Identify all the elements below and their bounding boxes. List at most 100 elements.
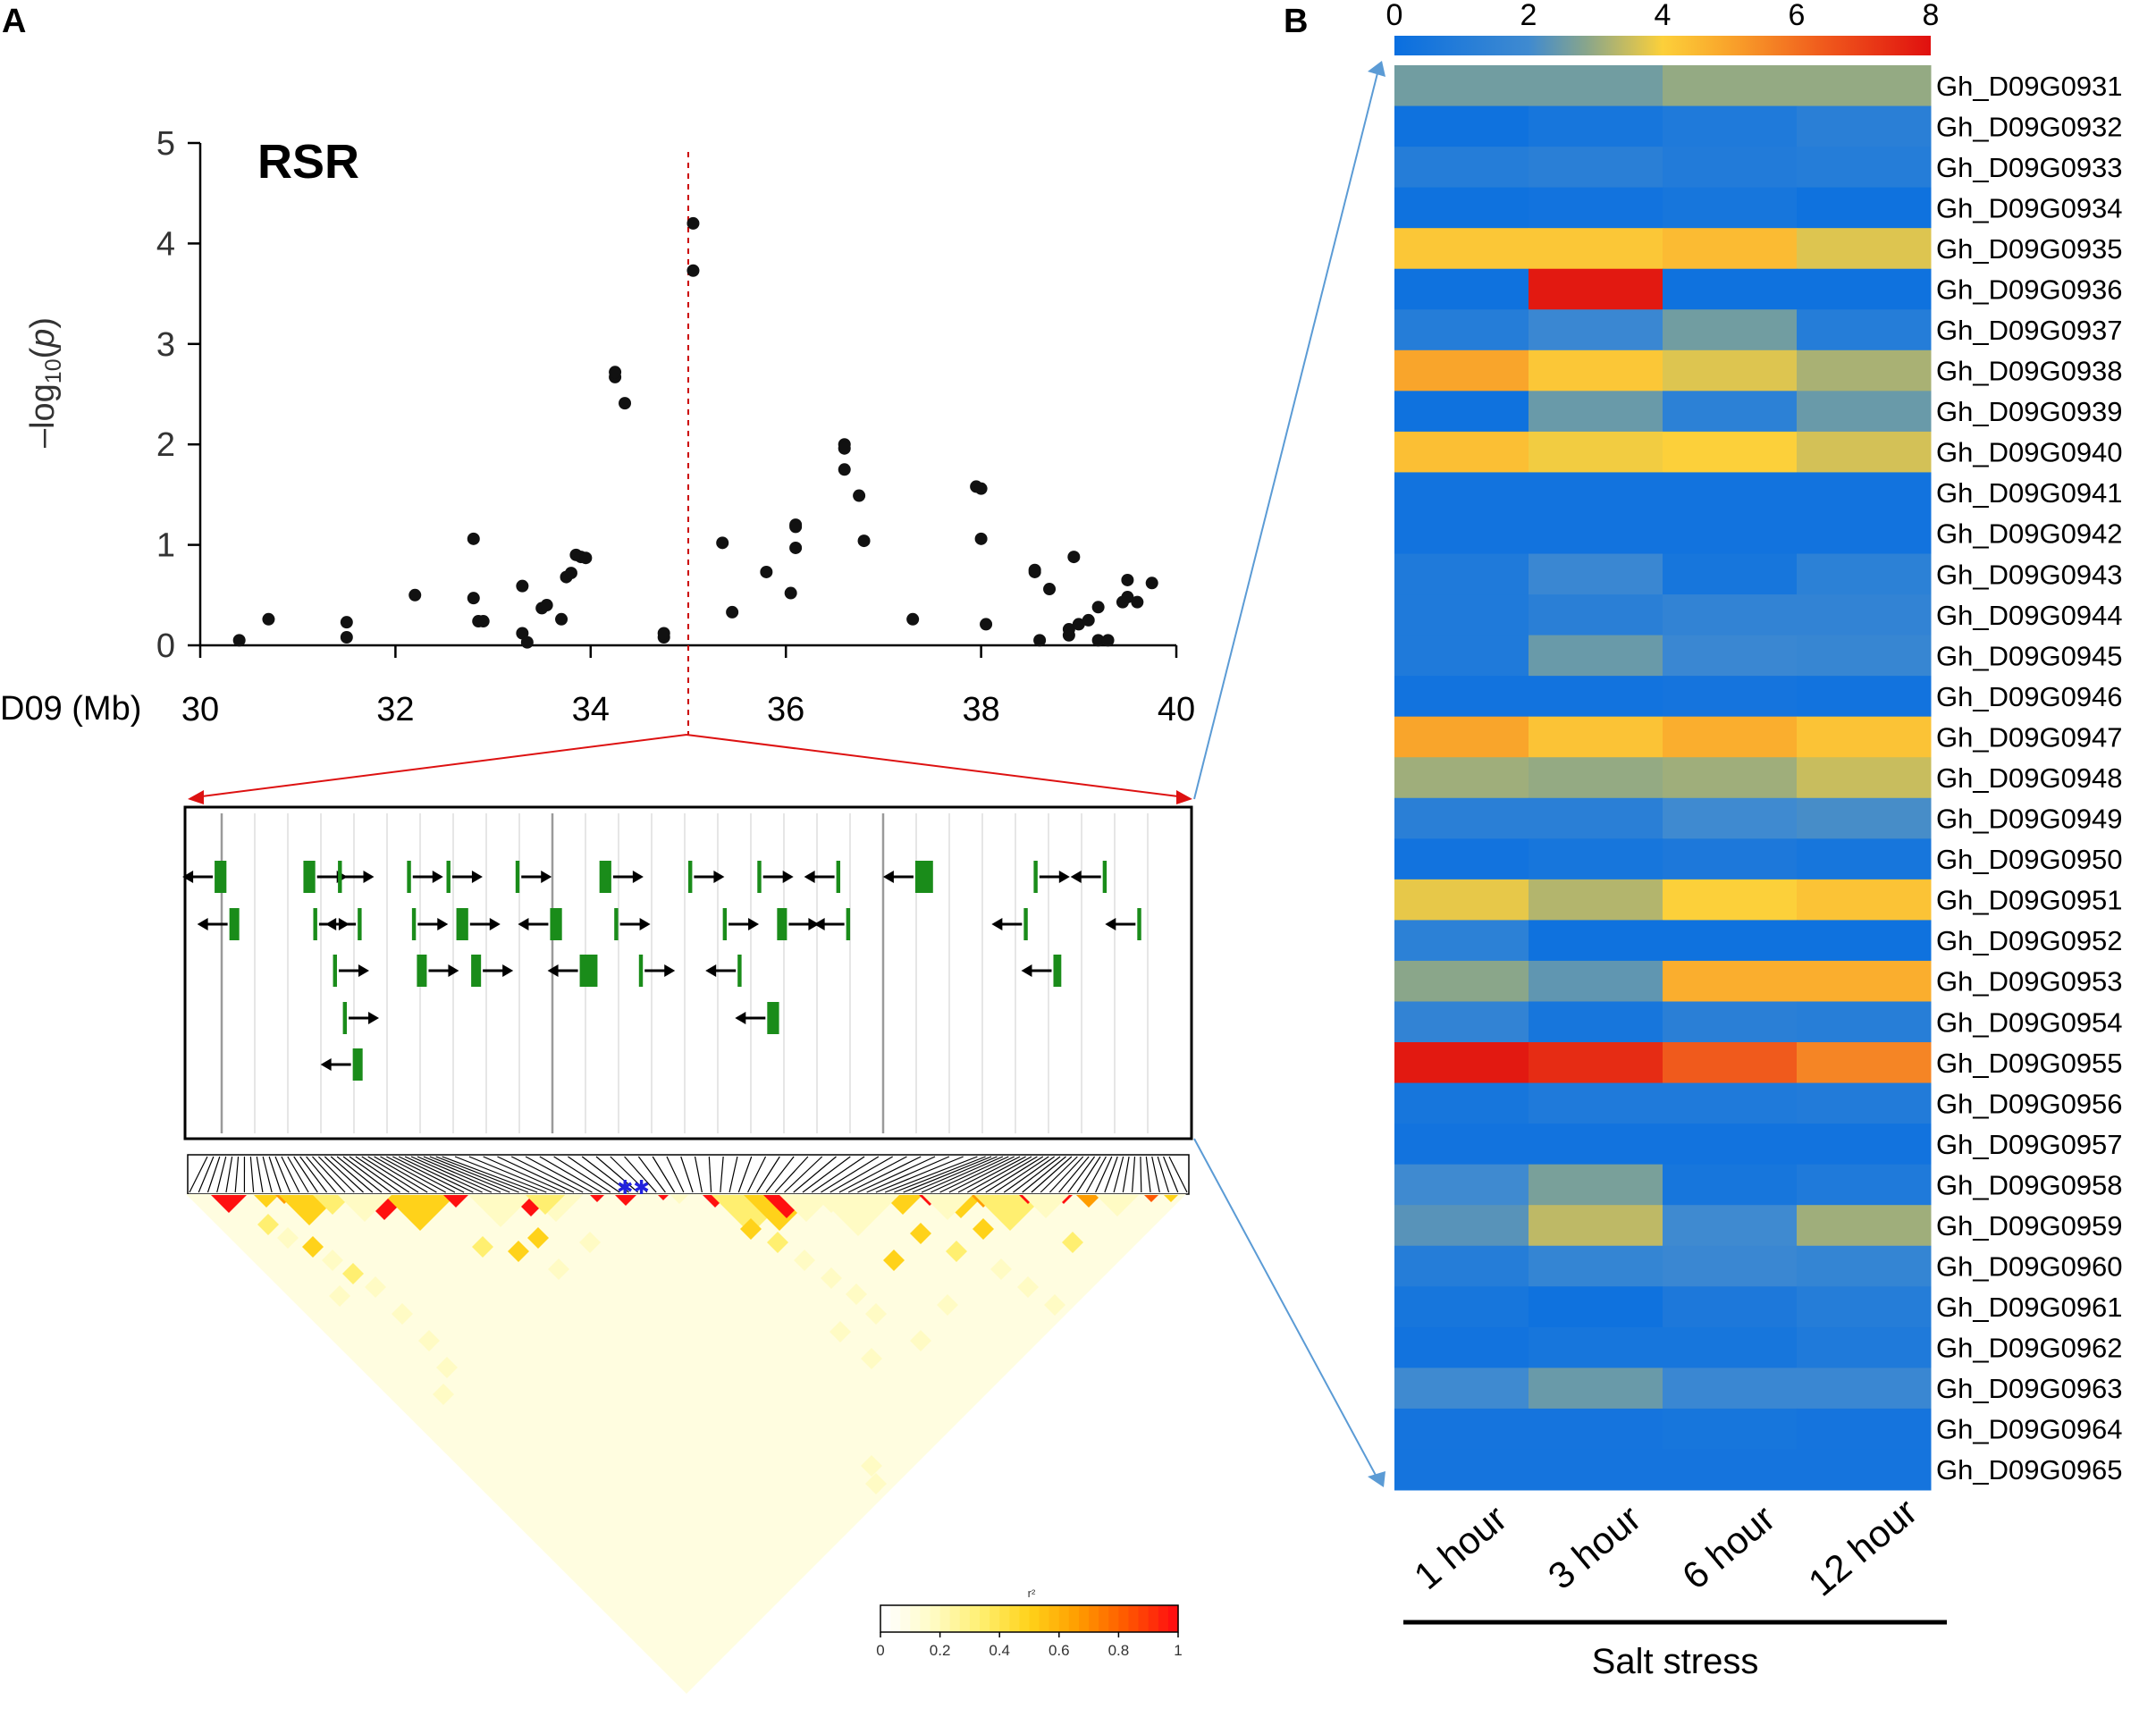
snp-connector bbox=[268, 1156, 282, 1193]
strand-arrowhead bbox=[782, 871, 794, 883]
heatmap-cell bbox=[1394, 1368, 1529, 1410]
ld-cell bbox=[865, 1303, 887, 1325]
snp-connector bbox=[708, 1156, 712, 1193]
ld-block bbox=[1096, 1195, 1139, 1216]
ld-block bbox=[443, 1195, 468, 1208]
snp-connector bbox=[417, 1156, 501, 1193]
ld-block bbox=[211, 1195, 247, 1213]
ld-legend-tick-label: 0.2 bbox=[930, 1642, 951, 1659]
x-tick-label: 34 bbox=[572, 691, 610, 728]
data-point bbox=[1091, 601, 1105, 614]
gene-row-label: Gh_D09G0963 bbox=[1936, 1373, 2123, 1404]
ld-cell bbox=[365, 1276, 386, 1298]
gene-model bbox=[411, 908, 449, 940]
ld-legend-tick-label: 1 bbox=[1174, 1642, 1182, 1659]
condition-label: 6 hour bbox=[1674, 1497, 1782, 1598]
heatmap-cell bbox=[1797, 1205, 1932, 1247]
gene-exon bbox=[777, 908, 787, 940]
gene-model bbox=[1021, 955, 1062, 987]
gene-row-label: Gh_D09G0950 bbox=[1936, 844, 2123, 875]
data-point bbox=[476, 615, 490, 628]
ld-legend-segment bbox=[1068, 1605, 1080, 1632]
gene-exon bbox=[1023, 908, 1028, 940]
heatmap-cell bbox=[1663, 147, 1798, 189]
colorbar-tick-label: 4 bbox=[1655, 0, 1672, 32]
gene-exon bbox=[358, 908, 362, 940]
ld-cell bbox=[418, 1330, 440, 1351]
gene-exon bbox=[914, 861, 933, 893]
snp-connector bbox=[821, 1156, 880, 1193]
gene-row-label: Gh_D09G0946 bbox=[1936, 681, 2123, 712]
heatmap-cell bbox=[1797, 65, 1932, 107]
ld-legend-segment bbox=[1019, 1605, 1031, 1632]
snp-connector bbox=[206, 1156, 221, 1193]
data-point bbox=[838, 463, 851, 476]
heatmap-cell bbox=[1663, 65, 1798, 107]
gene-exon bbox=[1053, 955, 1062, 987]
snp-connector bbox=[1122, 1156, 1130, 1193]
heatmap-cell bbox=[1663, 594, 1798, 636]
heatmap-cell bbox=[1663, 349, 1798, 391]
gene-exon bbox=[638, 955, 644, 987]
data-point bbox=[1062, 623, 1075, 636]
strand-arrowhead bbox=[182, 871, 194, 883]
gene-exon bbox=[614, 908, 619, 940]
x-axis-label: D09 (Mb) bbox=[0, 690, 141, 728]
snp-connector bbox=[1076, 1156, 1101, 1193]
data-point bbox=[716, 536, 729, 550]
snp-connector bbox=[312, 1156, 346, 1193]
gene-exon bbox=[846, 908, 851, 940]
snp-connector bbox=[581, 1156, 629, 1193]
heatmap-cell bbox=[1663, 105, 1798, 147]
snp-connector bbox=[468, 1156, 556, 1193]
ld-cell bbox=[946, 1241, 967, 1262]
data-point bbox=[340, 631, 353, 644]
snp-connector bbox=[866, 1156, 950, 1193]
ld-legend-segment bbox=[880, 1605, 891, 1632]
gene-exon bbox=[229, 908, 240, 940]
ld-legend-segment bbox=[930, 1605, 941, 1632]
heatmap-cell bbox=[1529, 1326, 1663, 1368]
strand-arrowhead bbox=[808, 918, 820, 930]
ld-cell bbox=[767, 1232, 788, 1253]
gene-model bbox=[813, 908, 851, 940]
heatmap-cell bbox=[1529, 512, 1663, 555]
gene-exon bbox=[417, 955, 427, 987]
data-point bbox=[1043, 583, 1057, 596]
gene-exon bbox=[411, 908, 417, 940]
ld-legend-segment bbox=[1138, 1605, 1150, 1632]
snp-connector bbox=[1168, 1156, 1188, 1193]
data-point bbox=[520, 635, 534, 649]
zoom-connectors bbox=[188, 61, 1385, 1487]
snp-connector bbox=[884, 1156, 978, 1193]
heatmap-cell bbox=[1663, 553, 1798, 595]
heatmap-cell bbox=[1394, 1001, 1529, 1043]
x-tick-label: 40 bbox=[1158, 691, 1195, 728]
heatmap-cell bbox=[1529, 105, 1663, 147]
snp-connector bbox=[317, 1156, 355, 1193]
strand-arrowhead bbox=[1070, 871, 1082, 883]
snp-connector bbox=[666, 1156, 685, 1193]
ld-cell bbox=[329, 1285, 350, 1307]
strand-arrowhead bbox=[437, 918, 449, 930]
heatmap-cell bbox=[1663, 391, 1798, 433]
ld-block bbox=[922, 1195, 973, 1220]
data-point bbox=[1101, 634, 1115, 647]
gene-row-label: Gh_D09G0959 bbox=[1936, 1210, 2123, 1241]
ld-legend-segment bbox=[1167, 1605, 1179, 1632]
data-point bbox=[340, 616, 353, 629]
snp-connector bbox=[497, 1156, 575, 1193]
heatmap-cell bbox=[1663, 228, 1798, 270]
heatmap-cell bbox=[1797, 1286, 1932, 1328]
snp-connector bbox=[774, 1156, 809, 1193]
heatmap-cell bbox=[1663, 879, 1798, 921]
snp-connector bbox=[1151, 1156, 1160, 1193]
snp-connector bbox=[1157, 1156, 1170, 1193]
heatmap-cell bbox=[1797, 512, 1932, 555]
snp-connector bbox=[830, 1156, 893, 1193]
colorbar-tick-label: 0 bbox=[1386, 0, 1403, 32]
zoom-arrowhead-bottom bbox=[1368, 1471, 1385, 1487]
strand-arrowhead bbox=[368, 1012, 380, 1024]
